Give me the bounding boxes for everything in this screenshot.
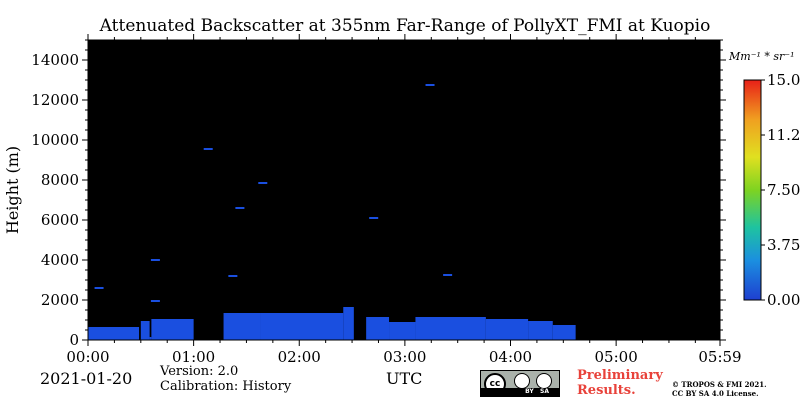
calibration-label: Calibration: History <box>160 379 292 394</box>
cloud-speck <box>203 148 213 150</box>
cloud-speck <box>94 287 104 289</box>
colorbar-unit-label: Mm⁻¹ * sr⁻¹ <box>728 50 795 63</box>
x-tick-label: 02:00 <box>278 348 321 366</box>
aerosol-layer <box>415 317 486 340</box>
aerosol-layer <box>343 307 354 340</box>
colorbar-tick-label: 3.75 <box>767 236 800 254</box>
colorbar: 0.00 3.75 7.50 11.25 15.00 Mm⁻¹ * sr⁻¹ <box>728 50 800 309</box>
colorbar-tick-label: 0.00 <box>767 291 800 309</box>
x-tick-label: 04:00 <box>489 348 532 366</box>
heatmap-background <box>88 40 720 340</box>
y-tick-label: 10000 <box>31 131 79 149</box>
cc-by-sa-logo: cc BY SA <box>480 370 560 397</box>
cloud-speck <box>443 274 453 276</box>
preliminary-line2: Results. <box>577 383 636 398</box>
aerosol-layer <box>366 317 390 340</box>
version-calibration-info: Version: 2.0 Calibration: History <box>160 364 291 394</box>
by-icon <box>514 373 530 389</box>
aerosol-layer <box>88 327 140 340</box>
x-tick-label: 05:00 <box>595 348 638 366</box>
aerosol-layer <box>552 325 576 340</box>
x-tick-label: 00:00 <box>66 348 109 366</box>
sa-icon <box>536 373 552 389</box>
heatmap-area <box>88 40 720 340</box>
cloud-speck <box>235 207 245 209</box>
cloud-speck <box>369 217 379 219</box>
aerosol-layer <box>223 313 261 340</box>
aerosol-layer <box>151 319 194 340</box>
colorbar-gradient <box>743 79 762 301</box>
cc-logo-strip: BY SA <box>481 388 559 396</box>
cloud-speck <box>150 259 160 261</box>
colorbar-tick-label: 15.00 <box>767 71 800 89</box>
y-axis-label: Height (m) <box>3 146 22 234</box>
aerosol-layer <box>528 321 553 340</box>
chart-axes: 0 2000 4000 6000 8000 10000 12000 14000 Height (… <box>3 34 742 366</box>
cloud-speck <box>228 275 238 277</box>
aerosol-layer <box>149 337 152 340</box>
y-tick-label: 4000 <box>41 251 79 269</box>
x-tick-label: 03:00 <box>383 348 426 366</box>
aerosol-layer <box>140 321 150 340</box>
y-tick-label: 14000 <box>31 51 79 69</box>
colorbar-tick-label: 11.25 <box>767 126 800 144</box>
cloud-speck <box>258 182 268 184</box>
license-line2: CC BY SA 4.0 License. <box>672 389 759 398</box>
y-tick-label: 6000 <box>41 211 79 229</box>
preliminary-notice: Preliminary Results. <box>577 368 663 398</box>
date-label: 2021-01-20 <box>40 369 133 388</box>
aerosol-layer <box>260 313 344 340</box>
y-tick-label: 0 <box>69 331 79 349</box>
y-tick-label: 8000 <box>41 171 79 189</box>
cloud-speck <box>425 84 435 86</box>
x-axis-label: UTC <box>386 369 423 388</box>
cloud-speck <box>150 300 160 302</box>
x-tick-label: 01:00 <box>172 348 215 366</box>
y-tick-label: 2000 <box>41 291 79 309</box>
license-line1: © TROPOS & FMI 2021. <box>672 380 767 389</box>
aerosol-layer <box>389 322 416 340</box>
version-label: Version: 2.0 <box>160 364 239 379</box>
chart-title: Attenuated Backscatter at 355nm Far-Rang… <box>99 16 711 36</box>
y-tick-label: 12000 <box>31 91 79 109</box>
aerosol-layer <box>485 319 529 340</box>
preliminary-line1: Preliminary <box>577 368 663 383</box>
license-notice: © TROPOS & FMI 2021. CC BY SA 4.0 Licens… <box>672 380 767 398</box>
x-tick-label: 05:59 <box>698 348 741 366</box>
colorbar-tick-label: 7.50 <box>767 181 800 199</box>
